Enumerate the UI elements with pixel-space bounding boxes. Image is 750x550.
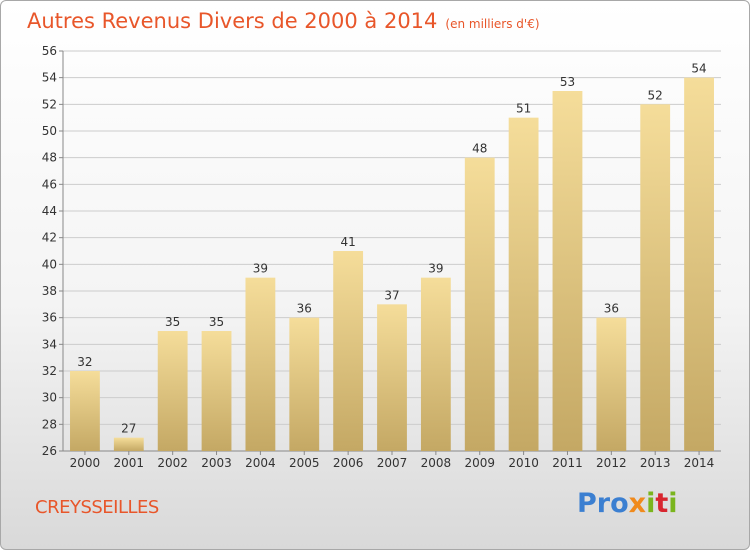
- bar: [640, 104, 671, 451]
- y-tick-label: 34: [42, 337, 57, 351]
- x-tick-label: 2001: [114, 456, 145, 470]
- bar: [113, 437, 144, 451]
- y-tick-label: 40: [42, 257, 57, 271]
- x-tick-label: 2012: [596, 456, 627, 470]
- x-tick-label: 2008: [421, 456, 452, 470]
- bar-value-label: 35: [165, 315, 180, 329]
- bar: [684, 77, 714, 452]
- y-tick-label: 32: [42, 364, 57, 378]
- y-tick-label: 56: [42, 44, 57, 58]
- bar: [377, 304, 407, 451]
- y-tick-label: 42: [42, 231, 57, 245]
- x-tick-label: 2009: [464, 456, 495, 470]
- bar-value-label: 39: [253, 262, 268, 276]
- x-tick-label: 2002: [157, 456, 188, 470]
- y-tick-label: 52: [42, 97, 57, 111]
- bar-value-label: 53: [560, 75, 575, 89]
- x-tick-label: 2010: [508, 456, 539, 470]
- bar: [508, 117, 539, 452]
- bar: [289, 317, 320, 451]
- chart-title-unit: (en milliers d'€): [445, 17, 540, 31]
- bar-value-label: 48: [472, 142, 487, 156]
- chart-title-text: Autres Revenus Divers de 2000 à 2014: [27, 9, 438, 33]
- bar-value-label: 37: [384, 288, 399, 302]
- x-tick-label: 2003: [201, 456, 232, 470]
- x-tick-label: 2014: [684, 456, 715, 470]
- y-tick-label: 44: [42, 204, 57, 218]
- y-tick-label: 36: [42, 311, 57, 325]
- bar-value-label: 27: [121, 422, 136, 436]
- x-tick-label: 2007: [377, 456, 408, 470]
- bar: [245, 277, 276, 451]
- x-tick-label: 2000: [70, 456, 101, 470]
- bar: [464, 157, 495, 451]
- bar: [420, 277, 451, 451]
- bar-value-label: 36: [297, 302, 312, 316]
- y-tick-label: 28: [42, 417, 57, 431]
- bar-value-label: 51: [516, 102, 531, 116]
- bar-value-label: 39: [428, 262, 443, 276]
- x-tick-label: 2005: [289, 456, 320, 470]
- bar: [333, 251, 364, 451]
- bar-value-label: 54: [691, 62, 706, 76]
- bar: [596, 317, 627, 451]
- bar-value-label: 35: [209, 315, 224, 329]
- x-tick-label: 2004: [245, 456, 276, 470]
- y-tick-label: 46: [42, 177, 57, 191]
- bar-value-label: 52: [648, 88, 663, 102]
- commune-name: CREYSSEILLES: [35, 497, 159, 518]
- y-tick-label: 26: [42, 444, 57, 458]
- bar-value-label: 36: [604, 302, 619, 316]
- x-tick-label: 2006: [333, 456, 364, 470]
- bar-value-label: 32: [77, 355, 92, 369]
- y-tick-label: 30: [42, 391, 57, 405]
- x-tick-label: 2011: [552, 456, 583, 470]
- y-tick-label: 50: [42, 124, 57, 138]
- bar: [70, 371, 100, 451]
- proxiti-logo: Proxiti: [577, 488, 678, 519]
- bar: [201, 331, 232, 451]
- bar: [552, 91, 583, 451]
- y-tick-label: 48: [42, 151, 57, 165]
- bar-value-label: 41: [340, 235, 355, 249]
- chart-title: Autres Revenus Divers de 2000 à 2014 (en …: [27, 9, 540, 33]
- x-tick-label: 2013: [640, 456, 671, 470]
- bar: [157, 331, 188, 451]
- y-tick-label: 54: [42, 71, 57, 85]
- y-tick-label: 38: [42, 284, 57, 298]
